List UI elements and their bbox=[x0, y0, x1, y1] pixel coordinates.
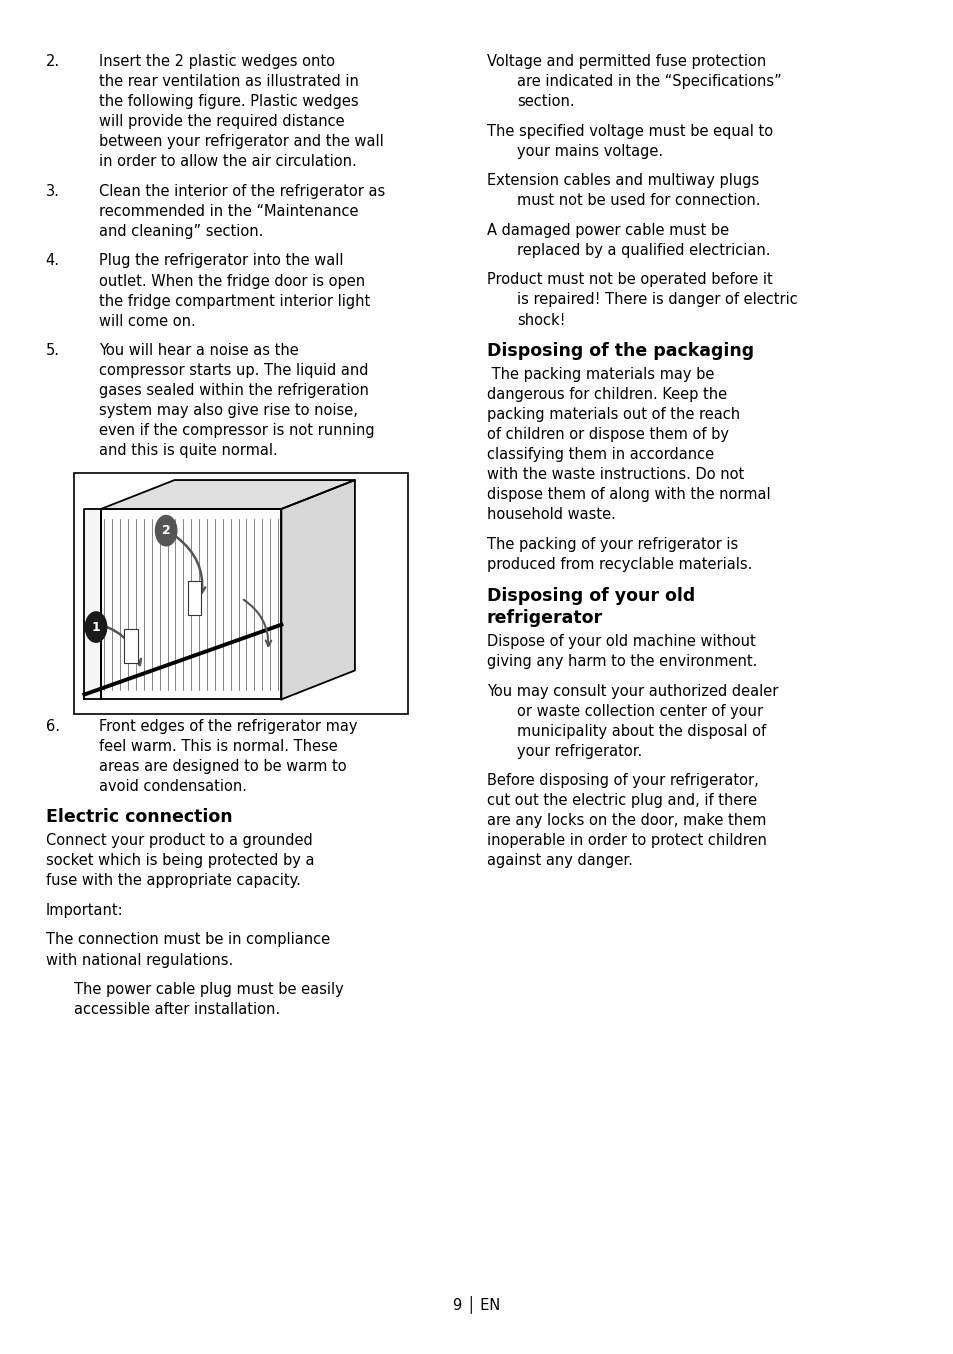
Text: Disposing of the packaging: Disposing of the packaging bbox=[486, 343, 753, 360]
Text: dispose them of along with the normal: dispose them of along with the normal bbox=[486, 487, 769, 502]
Text: classifying them in accordance: classifying them in accordance bbox=[486, 447, 713, 462]
Text: inoperable in order to protect children: inoperable in order to protect children bbox=[486, 834, 765, 849]
Text: Insert the 2 plastic wedges onto: Insert the 2 plastic wedges onto bbox=[99, 54, 335, 69]
Text: The packing materials may be: The packing materials may be bbox=[486, 367, 713, 382]
Text: of children or dispose them of by: of children or dispose them of by bbox=[486, 428, 728, 443]
Text: household waste.: household waste. bbox=[486, 508, 615, 523]
Text: municipality about the disposal of: municipality about the disposal of bbox=[517, 724, 765, 739]
Bar bbox=[74, 473, 408, 714]
Text: fuse with the appropriate capacity.: fuse with the appropriate capacity. bbox=[46, 873, 300, 888]
Text: must not be used for connection.: must not be used for connection. bbox=[517, 194, 760, 209]
Text: Plug the refrigerator into the wall: Plug the refrigerator into the wall bbox=[99, 253, 343, 268]
Text: are indicated in the “Specifications”: are indicated in the “Specifications” bbox=[517, 74, 781, 89]
Text: dangerous for children. Keep the: dangerous for children. Keep the bbox=[486, 387, 726, 402]
Text: Clean the interior of the refrigerator as: Clean the interior of the refrigerator a… bbox=[99, 184, 385, 199]
Text: even if the compressor is not running: even if the compressor is not running bbox=[99, 424, 374, 439]
Text: recommended in the “Maintenance: recommended in the “Maintenance bbox=[99, 204, 358, 219]
Text: produced from recyclable materials.: produced from recyclable materials. bbox=[486, 556, 751, 571]
Text: packing materials out of the reach: packing materials out of the reach bbox=[486, 408, 739, 422]
Polygon shape bbox=[84, 509, 101, 700]
Text: areas are designed to be warm to: areas are designed to be warm to bbox=[99, 758, 346, 773]
Text: your refrigerator.: your refrigerator. bbox=[517, 743, 641, 758]
Text: Important:: Important: bbox=[46, 903, 123, 918]
Text: Voltage and permitted fuse protection: Voltage and permitted fuse protection bbox=[486, 54, 765, 69]
Text: with national regulations.: with national regulations. bbox=[46, 953, 233, 968]
Text: against any danger.: against any danger. bbox=[486, 853, 632, 868]
Text: the fridge compartment interior light: the fridge compartment interior light bbox=[99, 294, 370, 309]
Text: Front edges of the refrigerator may: Front edges of the refrigerator may bbox=[99, 719, 356, 734]
Text: 2: 2 bbox=[162, 524, 171, 538]
Bar bbox=[124, 630, 137, 663]
Text: feel warm. This is normal. These: feel warm. This is normal. These bbox=[99, 739, 337, 754]
Polygon shape bbox=[101, 481, 355, 509]
Text: Extension cables and multiway plugs: Extension cables and multiway plugs bbox=[486, 173, 758, 188]
Text: is repaired! There is danger of electric: is repaired! There is danger of electric bbox=[517, 292, 797, 307]
Text: and cleaning” section.: and cleaning” section. bbox=[99, 223, 263, 238]
Text: Product must not be operated before it: Product must not be operated before it bbox=[486, 272, 772, 287]
Text: The power cable plug must be easily: The power cable plug must be easily bbox=[74, 982, 344, 997]
Text: A damaged power cable must be: A damaged power cable must be bbox=[486, 223, 728, 238]
Text: shock!: shock! bbox=[517, 313, 565, 328]
Text: accessible after installation.: accessible after installation. bbox=[74, 1002, 280, 1017]
Text: compressor starts up. The liquid and: compressor starts up. The liquid and bbox=[99, 363, 368, 378]
Text: are any locks on the door, make them: are any locks on the door, make them bbox=[486, 814, 765, 829]
Text: 3.: 3. bbox=[46, 184, 60, 199]
Text: Electric connection: Electric connection bbox=[46, 808, 233, 826]
Text: with the waste instructions. Do not: with the waste instructions. Do not bbox=[486, 467, 743, 482]
Text: gases sealed within the refrigeration: gases sealed within the refrigeration bbox=[99, 383, 368, 398]
Text: in order to allow the air circulation.: in order to allow the air circulation. bbox=[99, 154, 356, 169]
Text: 4.: 4. bbox=[46, 253, 60, 268]
Text: 2.: 2. bbox=[46, 54, 60, 69]
Text: or waste collection center of your: or waste collection center of your bbox=[517, 704, 762, 719]
Text: the following figure. Plastic wedges: the following figure. Plastic wedges bbox=[99, 95, 358, 110]
Text: You may consult your authorized dealer: You may consult your authorized dealer bbox=[486, 684, 777, 699]
Text: You will hear a noise as the: You will hear a noise as the bbox=[99, 343, 298, 357]
Text: avoid condensation.: avoid condensation. bbox=[99, 779, 247, 793]
Text: socket which is being protected by a: socket which is being protected by a bbox=[46, 853, 314, 868]
Text: cut out the electric plug and, if there: cut out the electric plug and, if there bbox=[486, 793, 756, 808]
Bar bbox=[188, 581, 201, 615]
Polygon shape bbox=[101, 509, 281, 700]
Text: will provide the required distance: will provide the required distance bbox=[99, 114, 344, 129]
Text: between your refrigerator and the wall: between your refrigerator and the wall bbox=[99, 134, 383, 149]
Polygon shape bbox=[281, 481, 355, 700]
Text: section.: section. bbox=[517, 95, 574, 110]
Text: Dispose of your old machine without: Dispose of your old machine without bbox=[486, 634, 755, 649]
Text: Connect your product to a grounded: Connect your product to a grounded bbox=[46, 834, 313, 849]
Text: Before disposing of your refrigerator,: Before disposing of your refrigerator, bbox=[486, 773, 758, 788]
Text: replaced by a qualified electrician.: replaced by a qualified electrician. bbox=[517, 242, 770, 257]
Text: 1: 1 bbox=[91, 620, 100, 634]
Text: system may also give rise to noise,: system may also give rise to noise, bbox=[99, 403, 357, 418]
Text: will come on.: will come on. bbox=[99, 314, 195, 329]
Text: refrigerator: refrigerator bbox=[486, 609, 602, 627]
Text: 5.: 5. bbox=[46, 343, 60, 357]
Text: Disposing of your old: Disposing of your old bbox=[486, 586, 694, 604]
Text: giving any harm to the environment.: giving any harm to the environment. bbox=[486, 654, 756, 669]
Text: the rear ventilation as illustrated in: the rear ventilation as illustrated in bbox=[99, 74, 358, 89]
Text: and this is quite normal.: and this is quite normal. bbox=[99, 443, 277, 458]
Text: your mains voltage.: your mains voltage. bbox=[517, 144, 662, 158]
Circle shape bbox=[85, 612, 107, 642]
Text: The packing of your refrigerator is: The packing of your refrigerator is bbox=[486, 538, 737, 552]
Text: outlet. When the fridge door is open: outlet. When the fridge door is open bbox=[99, 274, 364, 288]
Text: The specified voltage must be equal to: The specified voltage must be equal to bbox=[486, 123, 772, 138]
Text: 9 │ EN: 9 │ EN bbox=[453, 1296, 500, 1313]
Text: The connection must be in compliance: The connection must be in compliance bbox=[46, 933, 330, 948]
Circle shape bbox=[155, 516, 176, 546]
Text: 6.: 6. bbox=[46, 719, 60, 734]
